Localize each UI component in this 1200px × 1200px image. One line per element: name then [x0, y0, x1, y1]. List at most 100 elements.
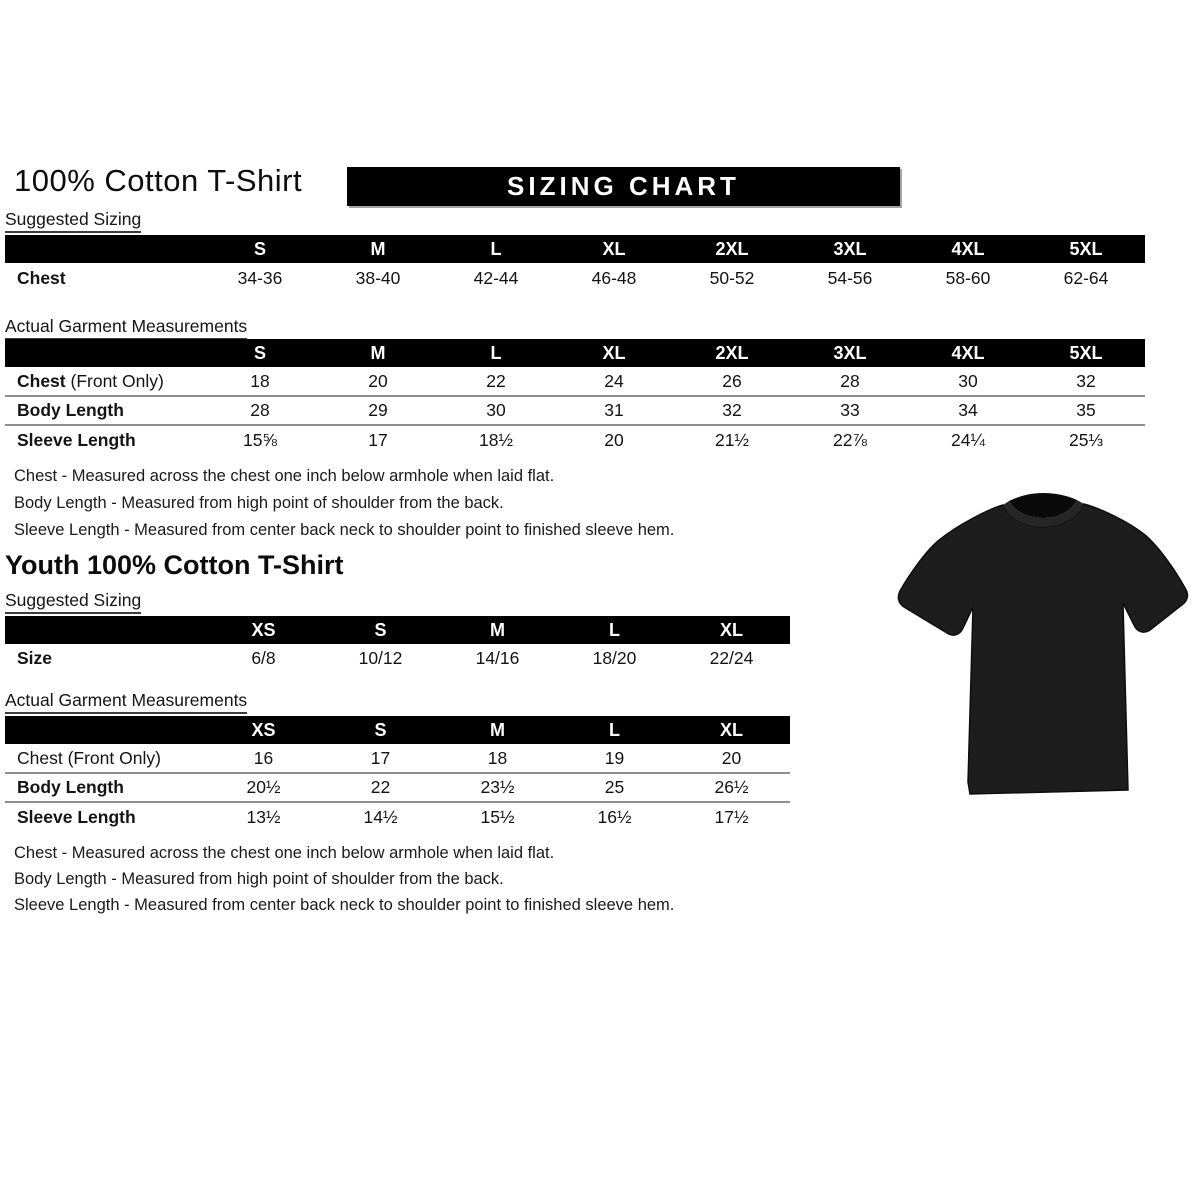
- measurement-cell: 17: [370, 747, 391, 768]
- measurement-cell: 20: [721, 747, 742, 768]
- measurement-cell: 14/16: [475, 648, 520, 668]
- tshirt-image: [897, 493, 1189, 795]
- note-line: Body Length - Measured from high point o…: [14, 494, 504, 512]
- size-column-header: 3XL: [791, 339, 909, 367]
- measurement-cell: 20: [368, 370, 388, 391]
- measurement-cell: 10/12: [358, 648, 403, 668]
- note-line: Sleeve Length - Measured from center bac…: [14, 896, 675, 914]
- table-row: Body Length 28 29 30 31 32 33 34 35: [5, 395, 1145, 425]
- table-row: Chest 34-36 38-40 42-44 46-48 50-52 54-56 58-60…: [5, 263, 1145, 293]
- measurement-cell: 17½: [673, 801, 790, 831]
- measurement-cell: 21½: [673, 424, 791, 454]
- youth-suggested-sizing-table: XS S M L XL Size 6/8 10/12 14/16 18/20 22/24: [5, 616, 790, 673]
- youth-actual-measurements-table: XS S M L XL Chest (Front Only) 16 17 18 19 20 Body …: [5, 716, 790, 831]
- measurement-cell: 25⅓: [1027, 424, 1145, 454]
- size-column-header: M: [319, 339, 437, 367]
- youth-suggested-sizing-label: Suggested Sizing: [5, 590, 142, 614]
- table-header-row: S M L XL 2XL 3XL 4XL 5XL: [5, 235, 1145, 263]
- size-column-header: 5XL: [1027, 339, 1145, 367]
- measurement-cell: 30: [958, 370, 978, 391]
- measurement-cell: 17: [319, 424, 437, 454]
- size-column-header: 3XL: [791, 235, 909, 263]
- measurement-cell: 19: [604, 747, 625, 768]
- measurement-cell: 58-60: [945, 267, 991, 288]
- measurement-cell: 42-44: [473, 267, 519, 288]
- measurement-cell: 20½: [205, 772, 322, 802]
- table-header-row: XS S M L XL: [5, 716, 790, 744]
- measurement-cell: 18/20: [592, 648, 637, 668]
- row-label: Sleeve Length: [5, 424, 201, 454]
- sizing-chart-banner: SIZING CHART: [347, 167, 900, 206]
- size-column-header: S: [322, 616, 439, 644]
- measurement-cell: 62-64: [1063, 267, 1109, 288]
- measurement-cell: 35: [1027, 395, 1145, 425]
- size-column-header: S: [322, 716, 439, 744]
- measurement-cell: 32: [673, 395, 791, 425]
- corner-cell: [5, 235, 201, 263]
- note-line: Body Length - Measured from high point o…: [14, 870, 504, 888]
- table-row: Sleeve Length 13½ 14½ 15½ 16½ 17½: [5, 801, 790, 831]
- measurement-cell: 28: [201, 395, 319, 425]
- measurement-cell: 31: [555, 395, 673, 425]
- measurement-cell: 22/24: [709, 648, 754, 668]
- corner-cell: [5, 339, 201, 367]
- table-row: Body Length 20½ 22 23½ 25 26½: [5, 772, 790, 802]
- youth-actual-measurements-label: Actual Garment Measurements: [5, 690, 248, 714]
- size-column-header: M: [319, 235, 437, 263]
- adult-title: 100% Cotton T-Shirt: [14, 163, 303, 198]
- measurement-cell: 26: [722, 370, 742, 391]
- size-column-header: XL: [673, 716, 790, 744]
- size-column-header: 2XL: [673, 235, 791, 263]
- measurement-cell: 6/8: [251, 648, 276, 668]
- size-column-header: S: [201, 235, 319, 263]
- size-column-header: 4XL: [909, 339, 1027, 367]
- size-column-header: M: [439, 716, 556, 744]
- note-line: Sleeve Length - Measured from center bac…: [14, 521, 675, 539]
- table-row: Chest (Front Only) 16 17 18 19 20: [5, 744, 790, 773]
- measurement-cell: 34: [909, 395, 1027, 425]
- measurement-cell: 46-48: [591, 267, 637, 288]
- row-label: Chest (Front Only): [17, 747, 161, 768]
- size-column-header: XS: [205, 716, 322, 744]
- youth-measurement-notes: Chest - Measured across the chest one in…: [14, 840, 674, 918]
- measurement-cell: 50-52: [709, 267, 755, 288]
- tshirt-collar-band: [1003, 500, 1084, 527]
- table-header-row: S M L XL 2XL 3XL 4XL 5XL: [5, 339, 1145, 367]
- measurement-cell: 20: [555, 424, 673, 454]
- measurement-cell: 54-56: [827, 267, 873, 288]
- adult-suggested-sizing-table: S M L XL 2XL 3XL 4XL 5XL Chest 34-36 38-40 42-44 46-…: [5, 235, 1145, 293]
- measurement-cell: 15½: [439, 801, 556, 831]
- size-column-header: M: [439, 616, 556, 644]
- tshirt-body: [897, 503, 1189, 795]
- adult-suggested-sizing-label: Suggested Sizing: [5, 209, 142, 233]
- measurement-cell: 22: [486, 370, 506, 391]
- row-label: Size: [17, 648, 53, 668]
- size-column-header: L: [556, 716, 673, 744]
- measurement-cell: 23½: [439, 772, 556, 802]
- corner-cell: [5, 616, 205, 644]
- measurement-cell: 25: [556, 772, 673, 802]
- measurement-cell: 22: [322, 772, 439, 802]
- corner-cell: [5, 716, 205, 744]
- note-line: Chest - Measured across the chest one in…: [14, 467, 555, 485]
- size-column-header: XL: [673, 616, 790, 644]
- row-label: Body Length: [5, 395, 201, 425]
- size-column-header: L: [437, 235, 555, 263]
- size-column-header: L: [437, 339, 555, 367]
- measurement-cell: 33: [791, 395, 909, 425]
- table-row: Size 6/8 10/12 14/16 18/20 22/24: [5, 644, 790, 673]
- row-label: Sleeve Length: [5, 801, 205, 831]
- measurement-cell: 24: [604, 370, 624, 391]
- table-header-row: XS S M L XL: [5, 616, 790, 644]
- tshirt-neck-opening: [1009, 493, 1077, 518]
- size-column-header: S: [201, 339, 319, 367]
- sizing-chart-banner-label: SIZING CHART: [507, 171, 740, 201]
- row-label: Chest: [17, 267, 66, 288]
- size-column-header: 4XL: [909, 235, 1027, 263]
- row-label: Body Length: [5, 772, 205, 802]
- measurement-cell: 18½: [437, 424, 555, 454]
- table-row: Chest (Front Only) 18 20 22 24 26 28 30 32: [5, 367, 1145, 396]
- adult-actual-measurements-label: Actual Garment Measurements: [5, 316, 248, 340]
- measurement-cell: 34-36: [237, 267, 283, 288]
- size-column-header: L: [556, 616, 673, 644]
